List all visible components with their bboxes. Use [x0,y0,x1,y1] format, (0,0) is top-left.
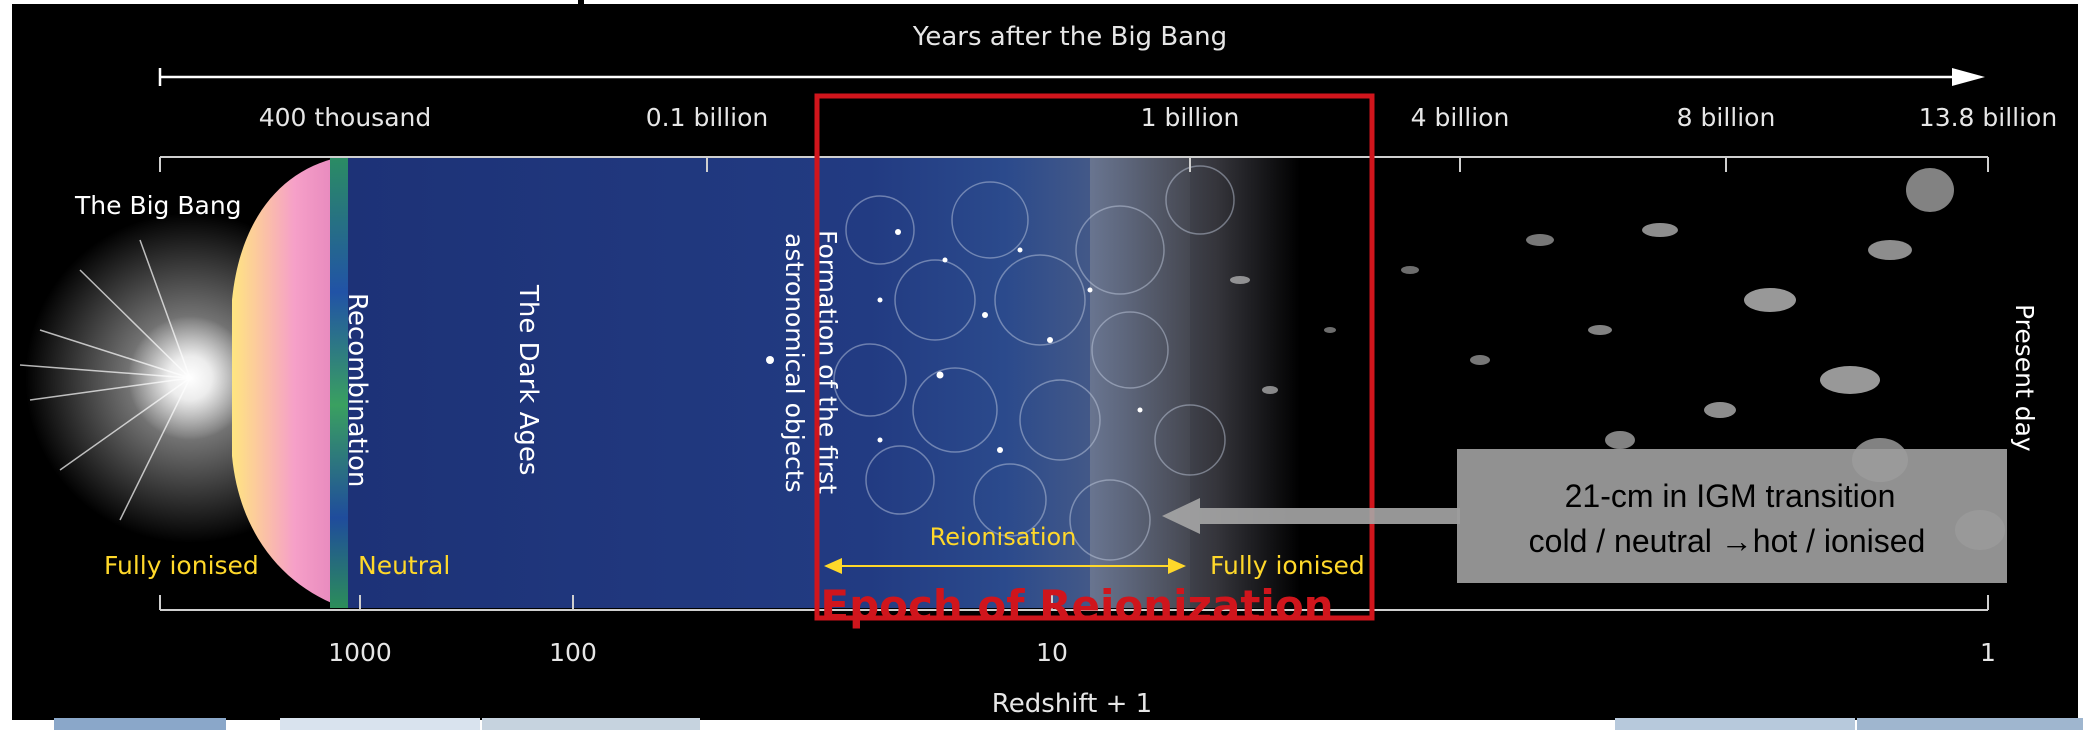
fully-ionised-late-label: Fully ionised [1210,551,1365,580]
photo-strip-3 [482,718,700,730]
top-tick-400-thousand: 400 thousand [259,103,432,132]
photo-strip-2 [280,718,480,730]
epoch-label: Epoch of Reionization [820,581,1333,630]
top-axis-title: Years after the Big Bang [912,22,1227,52]
reionisation-fade [1090,157,1300,608]
timeline-frame [159,156,1989,611]
bottom-tick-1: 1 [1980,638,1996,667]
top-tick-1-billion: 1 billion [1141,103,1240,132]
top-tick-13-8-billion: 13.8 billion [1919,103,2057,132]
top-tick-8-billion: 8 billion [1677,103,1776,132]
early-universe-shell [232,157,345,608]
photo-strip-5 [1857,718,2083,730]
first-stars [766,229,1143,453]
top-tick-0-1-billion: 0.1 billion [646,103,769,132]
top-tick-4-billion: 4 billion [1411,103,1510,132]
callout-line1: 21-cm in IGM transition [1565,478,1896,514]
bottom-tick-1000: 1000 [328,638,392,667]
bottom-tick-100: 100 [549,638,597,667]
photo-strip-4 [1615,718,1855,730]
present-day-label: Present day [2010,304,2039,452]
recombination-label: Recombination [342,293,372,487]
fully-ionised-early-label: Fully ionised [104,551,259,580]
photo-strip-1 [54,718,226,730]
bottom-tick-10: 10 [1036,638,1068,667]
dark-ages-label: The Dark Ages [513,284,543,475]
time-arrow-head [1952,68,1985,86]
reionisation-label: Reionisation [930,523,1077,551]
callout-box [1457,449,2007,583]
top-edge-notch [578,0,584,8]
bottom-axis-title: Redshift + 1 [992,689,1152,719]
callout-line2: cold / neutral →hot / ionised [1529,523,1926,559]
epoch-highlight-box [814,93,1375,621]
dark-ages-band [348,157,1190,608]
cmb-surface [330,157,350,608]
first-objects-label-line2: astronomical objects [780,233,809,493]
neutral-label: Neutral [358,551,450,580]
big-bang-label: The Big Bang [74,191,242,220]
callout-arrow [1162,498,1460,534]
